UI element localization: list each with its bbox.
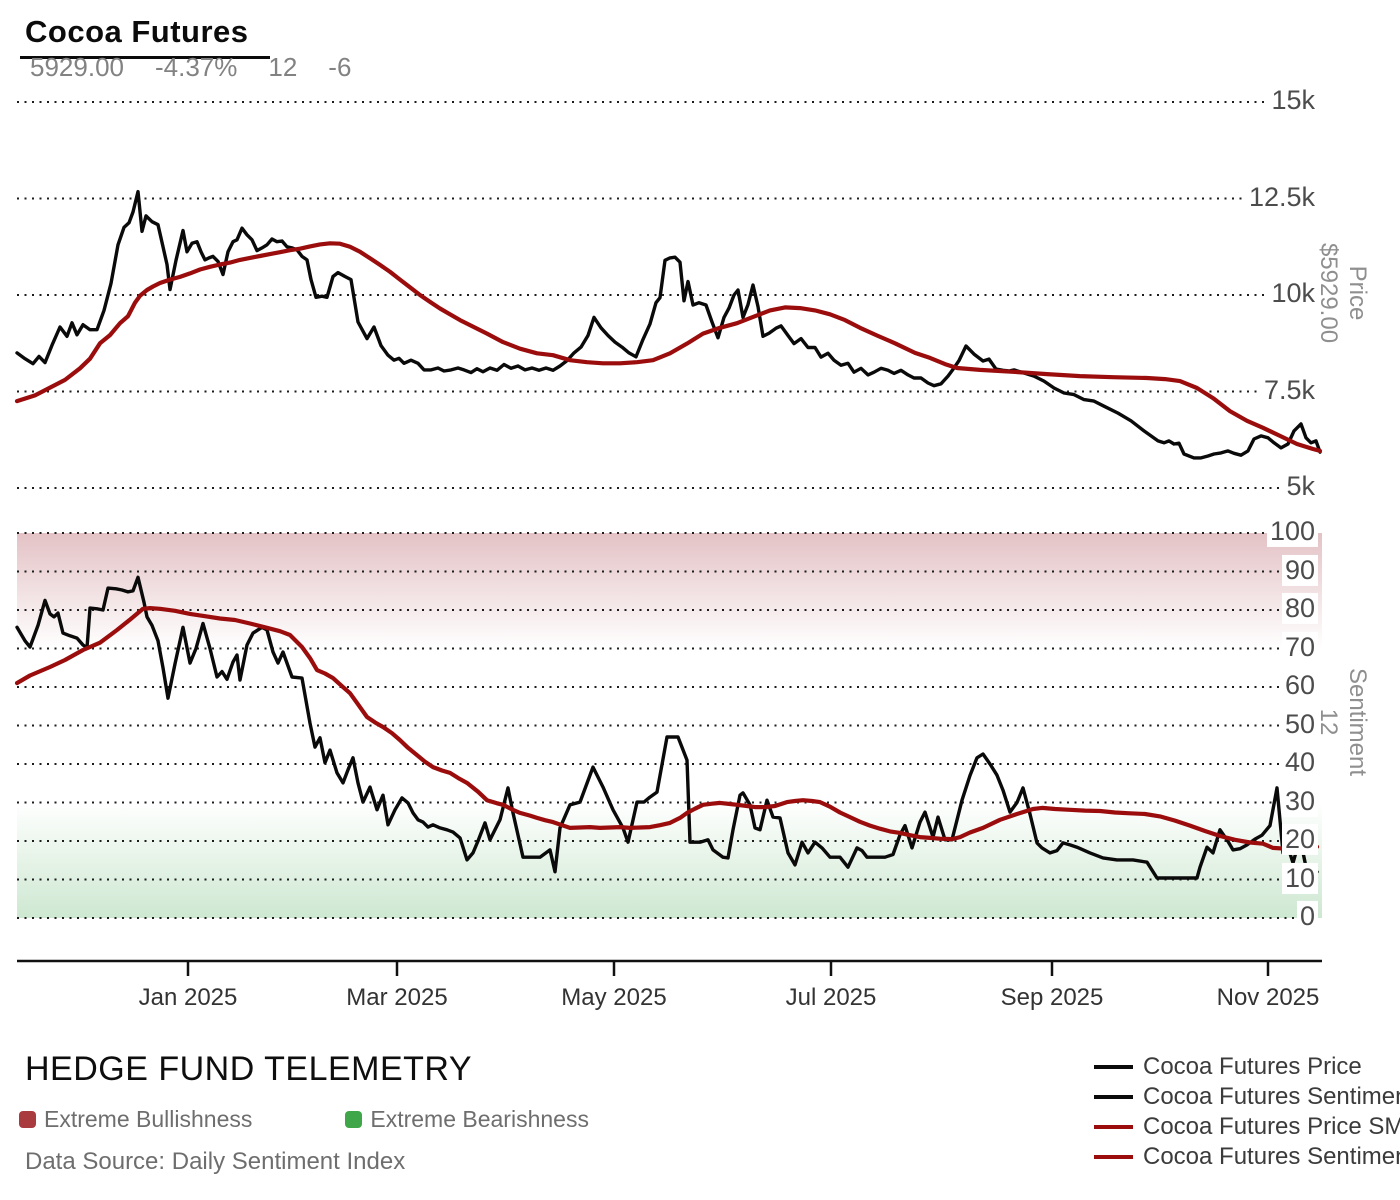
sentiment-value: 12 [268, 52, 298, 82]
price-ytick-label: 10k [1268, 277, 1318, 309]
brand-title: HEDGE FUND TELEMETRY [25, 1050, 473, 1088]
bearish-swatch-icon [345, 1111, 363, 1128]
sentiment-ytick-label: 60 [1281, 669, 1318, 701]
bullish-swatch-icon [19, 1111, 36, 1128]
quote-summary: 5929.00 -4.37% 12 -6 [30, 52, 351, 83]
band-legend-label: Extreme Bearishness [370, 1106, 589, 1132]
extreme-bullishness-band [17, 533, 1322, 649]
band-legend: Extreme Bullishness Extreme Bearishness [19, 1106, 589, 1133]
sentiment-ytick-label: 10 [1281, 862, 1318, 894]
x-tick-label: Nov 2025 [1216, 984, 1320, 1011]
legend-item-price-sma: Cocoa Futures Price SMA [1094, 1112, 1400, 1142]
title-underline [20, 56, 270, 59]
black-line-icon [1094, 1095, 1133, 1099]
band-legend-bullishness: Extreme Bullishness [19, 1106, 252, 1133]
sentiment-ytick-label: 50 [1281, 708, 1318, 740]
legend-item-price: Cocoa Futures Price [1094, 1052, 1400, 1082]
x-tick-label: Jul 2025 [785, 984, 877, 1011]
band-legend-label: Extreme Bullishness [44, 1106, 253, 1132]
price-change-pct: -4.37% [154, 52, 238, 82]
sentiment-ytick-label: 20 [1281, 823, 1318, 855]
red-line-icon [1094, 1125, 1133, 1129]
band-legend-bearishness: Extreme Bearishness [345, 1106, 589, 1133]
sentiment-ytick-label: 0 [1296, 900, 1318, 932]
legend-item-sentiment-sma: Cocoa Futures Sentiment SMA [1094, 1142, 1400, 1172]
price-ytick-label: 12.5k [1245, 181, 1318, 213]
sentiment-ytick-label: 100 [1266, 515, 1318, 547]
sentiment-ytick-label: 80 [1281, 592, 1318, 624]
legend-item-sentiment: Cocoa Futures Sentiment [1094, 1082, 1400, 1112]
sentiment-axis-title: Sentiment 12 [1315, 667, 1371, 777]
sentiment-ytick-label: 40 [1281, 746, 1318, 778]
series-legend: Cocoa Futures Price Cocoa Futures Sentim… [1094, 1052, 1400, 1172]
price-axis-title: Price $5929.00 [1315, 242, 1371, 344]
sentiment-ytick-label: 30 [1281, 785, 1318, 817]
sentiment-change: -6 [328, 52, 352, 82]
price-ytick-label: 7.5k [1260, 374, 1318, 406]
x-tick-label: Sep 2025 [1000, 984, 1104, 1011]
last-price: 5929.00 [30, 52, 124, 82]
black-line-icon [1094, 1065, 1133, 1069]
x-tick-label: May 2025 [561, 984, 667, 1011]
price-and-sentiment-chart [14, 101, 1323, 976]
cocoa-futures-sentiment-line [15, 575, 1319, 880]
page-title: Cocoa Futures [25, 14, 249, 49]
sentiment-ytick-label: 70 [1281, 631, 1318, 663]
cocoa-futures-price-sma-line [14, 241, 1323, 453]
red-line-icon [1094, 1155, 1133, 1159]
x-tick-label: Mar 2025 [346, 984, 448, 1011]
sentiment-ytick-label: 90 [1281, 554, 1318, 586]
data-source-note: Data Source: Daily Sentiment Index [25, 1148, 406, 1175]
price-ytick-label: 15k [1268, 84, 1318, 116]
cocoa-futures-sentiment-sma-line [14, 605, 1320, 853]
cocoa-futures-price-line [15, 189, 1322, 460]
x-tick-label: Jan 2025 [138, 984, 238, 1011]
price-ytick-label: 5k [1283, 470, 1318, 502]
